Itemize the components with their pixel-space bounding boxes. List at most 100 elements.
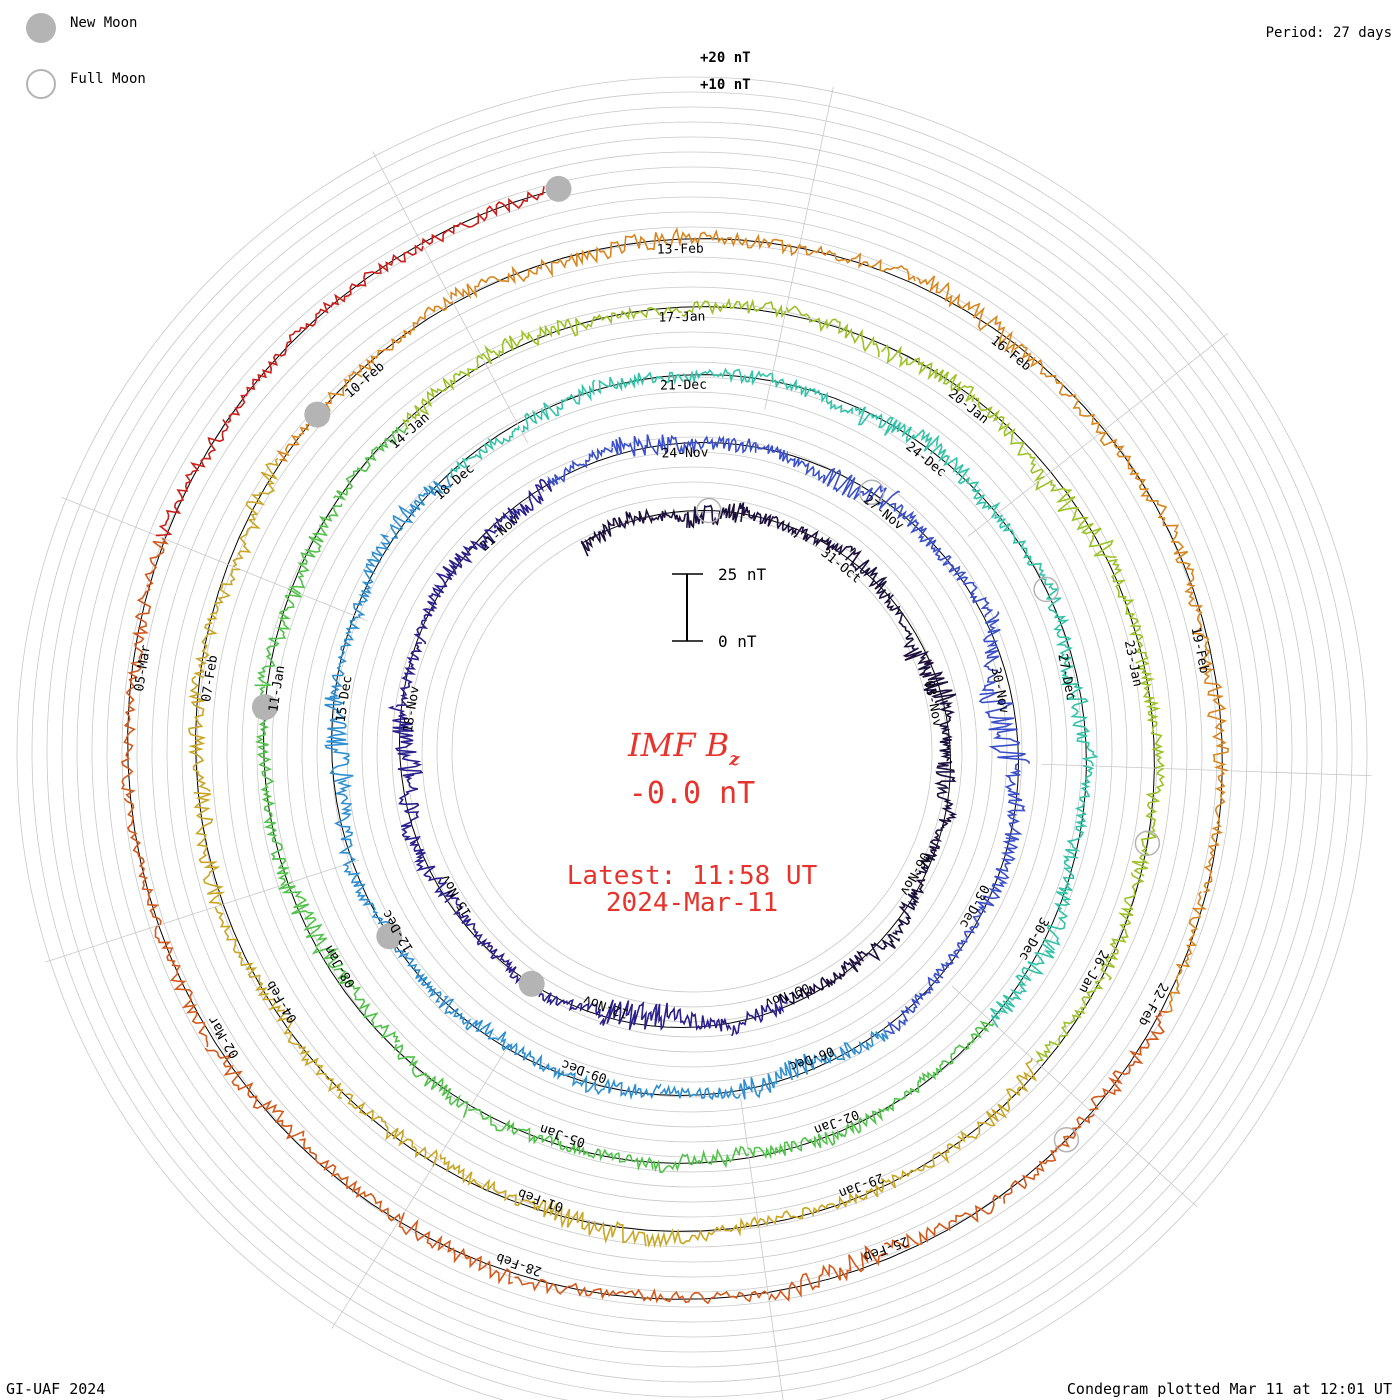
bz-series-segment — [883, 594, 916, 651]
day-spoke — [331, 1048, 507, 1329]
bz-series-segment — [421, 186, 545, 246]
grid-ring — [451, 511, 933, 993]
grid-ring — [106, 166, 1278, 1338]
bz-series-segment — [916, 819, 949, 876]
bz-series-segment — [799, 244, 916, 282]
bz-series-segment — [1035, 976, 1105, 1063]
bz-series-segment — [579, 306, 682, 330]
bz-series-segment — [288, 503, 343, 595]
day-spoke — [764, 86, 834, 410]
date-label: 19-Feb — [1188, 626, 1212, 675]
day-spoke — [1041, 763, 1372, 777]
bz-series-segment — [398, 1212, 514, 1285]
date-label: 21-Dec — [660, 378, 707, 394]
full-moon-marker — [1134, 830, 1161, 857]
bz-series-segment — [413, 572, 448, 645]
bz-series-segment — [686, 502, 745, 529]
bz-series-segment — [214, 906, 277, 1009]
bz-series-segment — [1042, 855, 1079, 951]
day-spoke — [61, 496, 368, 622]
grid-ring — [46, 106, 1338, 1398]
bz-series-layer — [120, 186, 1230, 1305]
date-label: 07-Feb — [199, 654, 221, 703]
ring-scale-upper: +20 nT — [700, 50, 751, 66]
grid-ring — [91, 151, 1293, 1353]
bz-series-segment — [957, 1057, 1038, 1143]
date-label: 18-Dec — [432, 461, 477, 503]
grid-ring — [346, 406, 1038, 1098]
bz-series-segment — [785, 305, 880, 358]
new-moon-legend-icon — [26, 13, 56, 43]
full-moon-marker — [1053, 1126, 1080, 1153]
bz-series-segment — [398, 773, 421, 845]
period-label: Period: 27 days — [1266, 25, 1392, 41]
bz-series-segment — [975, 839, 1019, 914]
bz-series-segment — [1131, 767, 1166, 877]
grid-ring — [316, 376, 1068, 1128]
grid-ring — [121, 181, 1263, 1323]
grid-ring — [31, 91, 1353, 1400]
bz-series-segment — [918, 1020, 995, 1083]
scale-bar-bottom-label: 0 nT — [718, 632, 757, 651]
bz-series-segment — [599, 999, 669, 1031]
bz-series-segment — [564, 227, 681, 267]
bz-series-segment — [768, 1244, 889, 1303]
bz-series-segment — [731, 994, 790, 1037]
date-label: 18-Nov — [401, 685, 423, 734]
bz-series-segment — [1035, 479, 1117, 558]
bz-series-segment — [742, 506, 797, 537]
bz-series-segment — [449, 425, 520, 478]
date-label: 15-Dec — [334, 675, 356, 724]
bz-series-segment — [154, 925, 209, 1048]
bz-series-segment — [892, 878, 926, 936]
grid-ring — [16, 76, 1368, 1400]
bz-series-segment — [493, 478, 553, 532]
bz-series-segment — [840, 933, 900, 974]
bz-series-segment — [155, 418, 229, 537]
bz-series-segment — [854, 406, 940, 452]
bz-series-segment — [747, 1129, 843, 1160]
bz-series-segment — [771, 373, 853, 414]
full-moon-marker — [1033, 576, 1059, 603]
bz-series-segment — [343, 863, 397, 936]
date-label: 13-Feb — [657, 242, 704, 258]
grid-ring — [136, 196, 1248, 1308]
date-label: 06-Nov — [896, 849, 932, 898]
grid-ring — [406, 466, 978, 1038]
grid-ring — [211, 271, 1173, 1233]
bz-series-segment — [1197, 648, 1230, 772]
bz-series-segment — [888, 502, 942, 561]
bz-series-segment — [978, 691, 1030, 764]
bz-series-segment — [193, 568, 240, 679]
bz-series-segment — [1100, 872, 1145, 981]
full-moon-marker — [696, 497, 722, 524]
scale-bar-top-label: 25 nT — [718, 565, 767, 584]
bz-series-segment — [684, 435, 757, 454]
bz-series-segment — [679, 229, 801, 257]
full-moon-marker — [858, 479, 885, 505]
day-spoke — [740, 1098, 784, 1400]
bz-series-segment — [1133, 660, 1166, 769]
bz-series-segment — [387, 705, 424, 777]
legend: New Moon Full Moon — [26, 13, 146, 99]
current-value: -0.0 nT — [629, 776, 755, 811]
bz-series-segment — [934, 760, 958, 823]
date-label: 17-Jan — [658, 310, 705, 326]
moon-markers — [251, 175, 1161, 1153]
latest-date: 2024-Mar-11 — [606, 888, 778, 918]
bz-series-segment — [232, 457, 279, 568]
bz-series-segment — [938, 554, 994, 618]
full-moon-legend-label: Full Moon — [70, 71, 146, 87]
grid-ring — [421, 481, 963, 1023]
grid-ring — [166, 226, 1218, 1278]
bz-series-segment — [204, 1047, 305, 1140]
bz-series-segment — [468, 1108, 560, 1148]
date-label: 04-Feb — [263, 977, 300, 1025]
bz-series-segment — [682, 367, 773, 386]
bz-series-segment — [929, 442, 1001, 519]
bz-series-segment — [788, 972, 846, 1005]
new-moon-legend-label: New Moon — [70, 15, 137, 31]
bz-series-segment — [438, 995, 511, 1052]
day-spoke — [951, 985, 1198, 1208]
bz-series-segment — [757, 1191, 867, 1227]
